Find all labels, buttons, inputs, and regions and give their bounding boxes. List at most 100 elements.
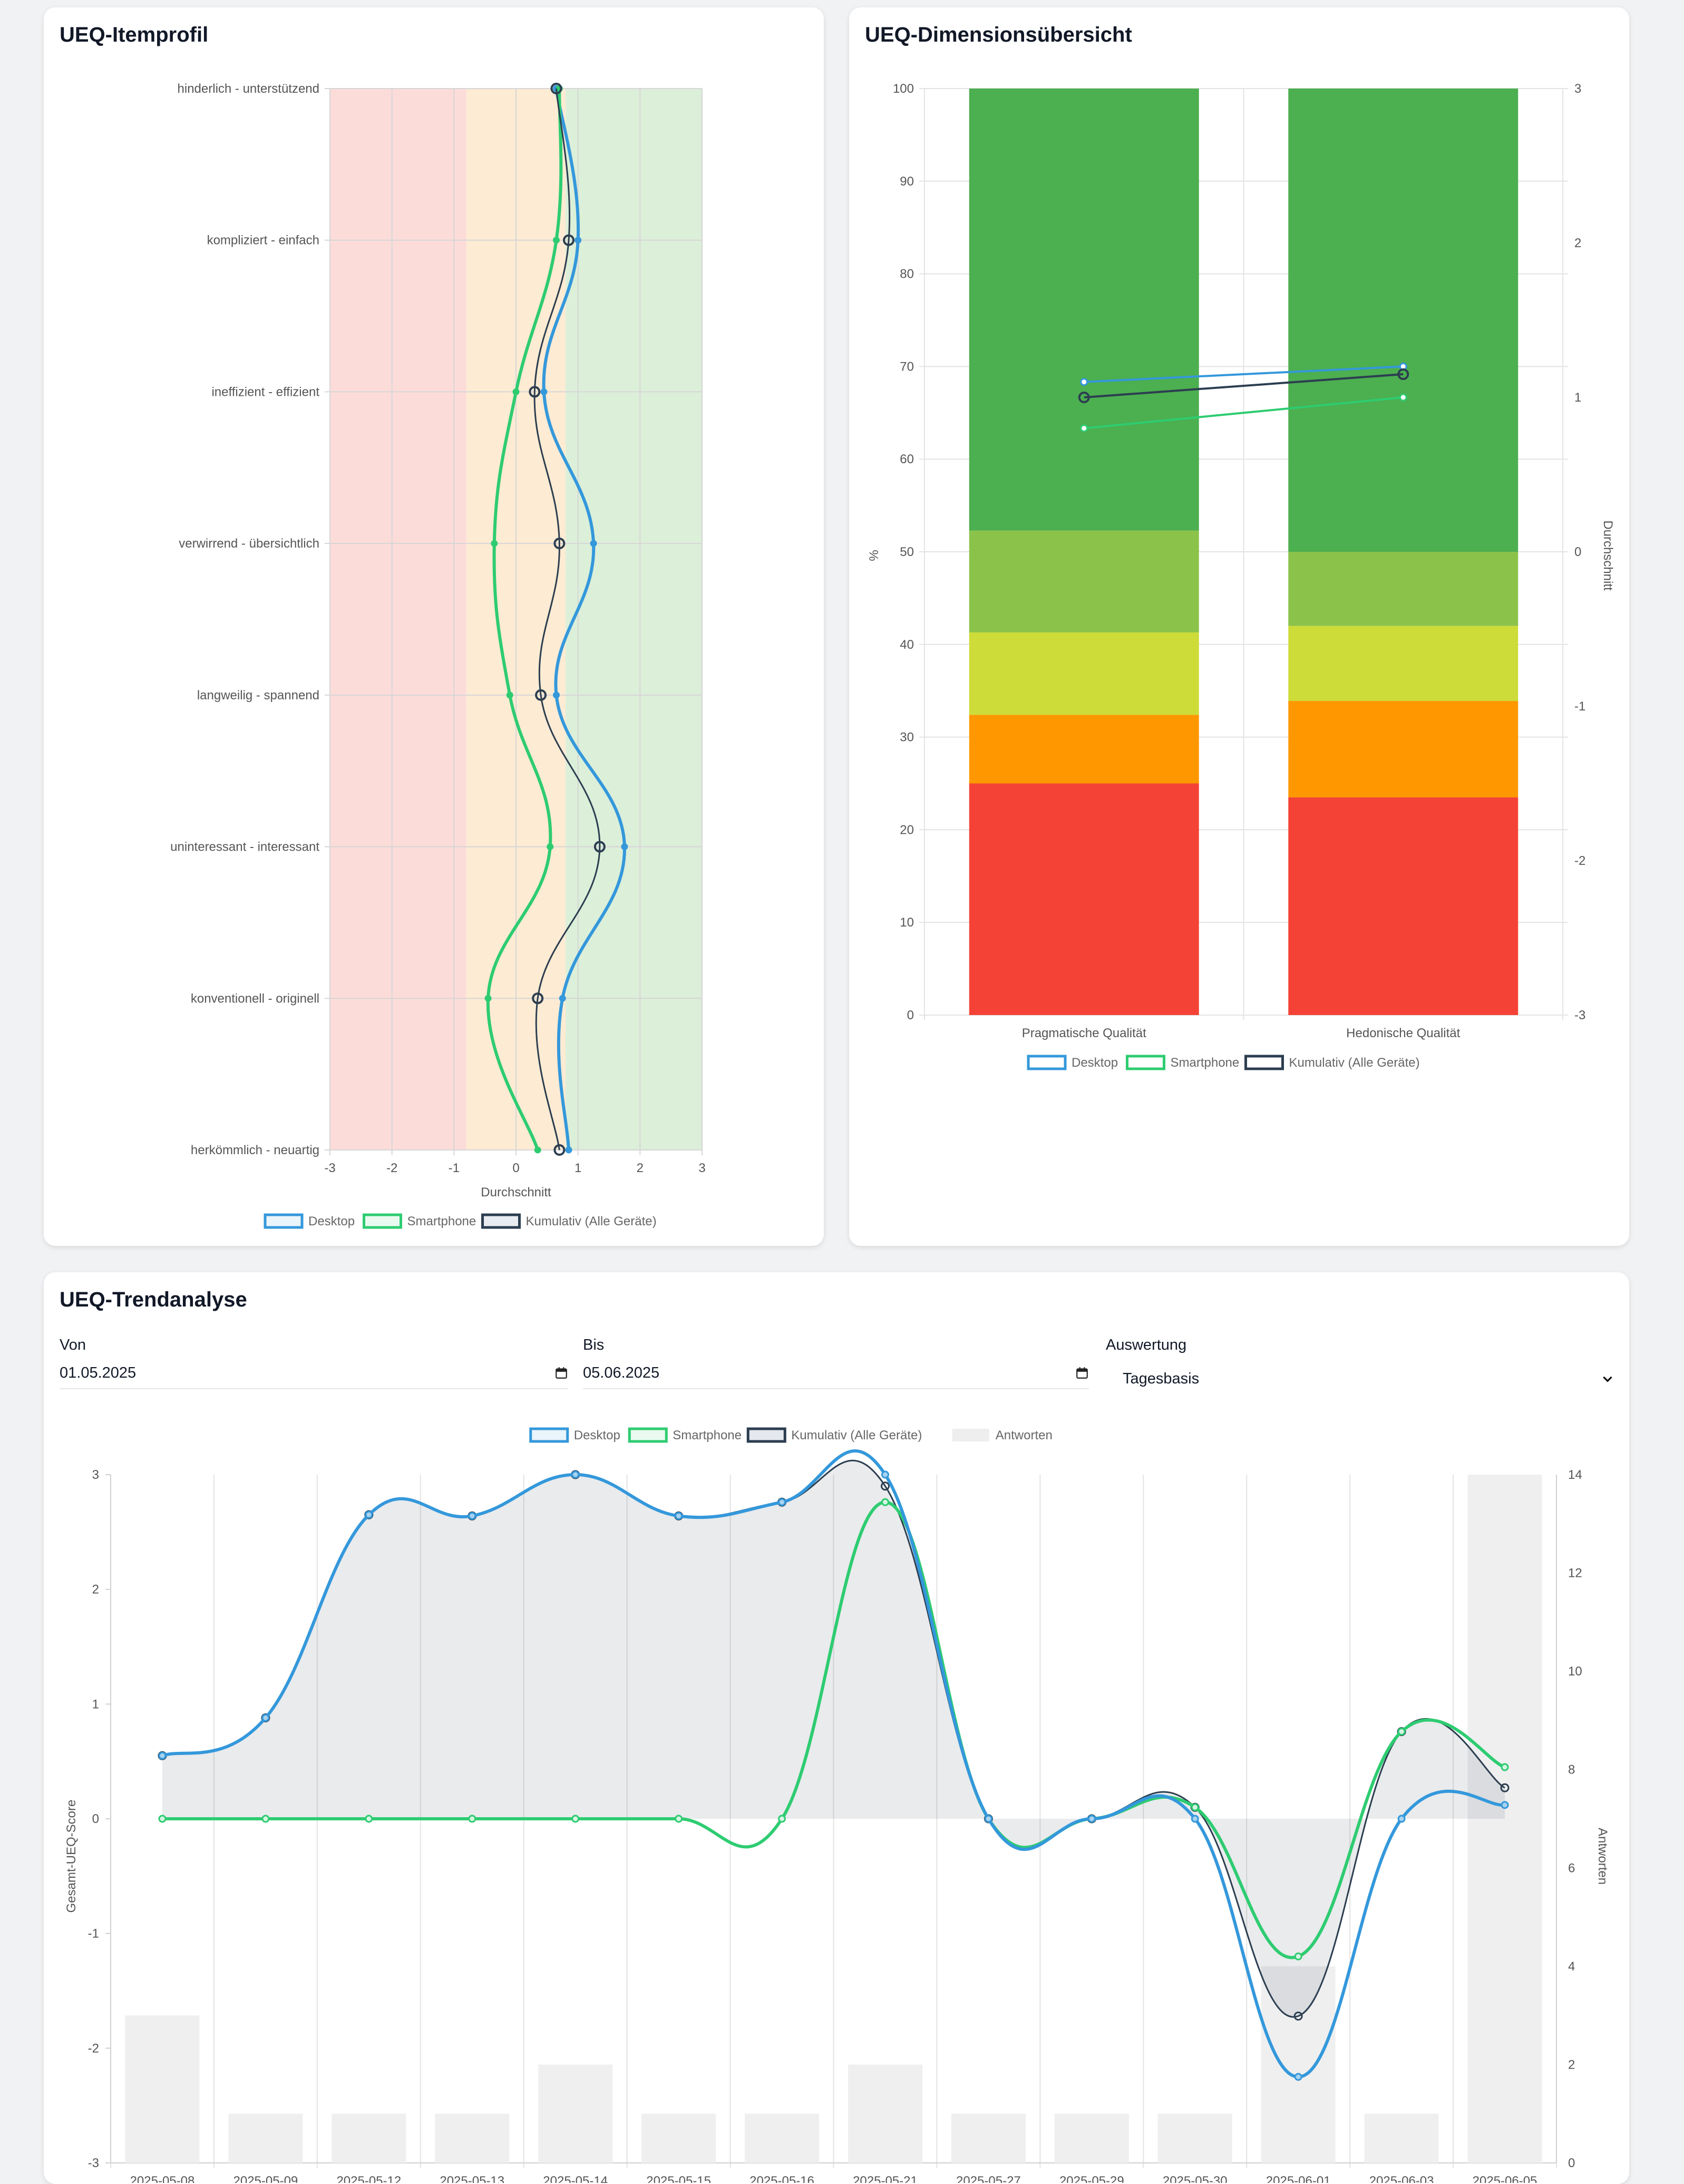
data-point (881, 1498, 889, 1506)
data-point (778, 1815, 786, 1823)
x-tick-label: -2 (386, 1161, 397, 1175)
x-tick-label: Pragmatische Qualität (1022, 1026, 1146, 1040)
cumulative-area (162, 1460, 1505, 2017)
dimension-title: UEQ-Dimensionsübersicht (865, 23, 1132, 46)
series-line-0 (1084, 365, 1404, 383)
series-line-0 (542, 88, 626, 1150)
y-tick-label: kompliziert - einfach (207, 233, 319, 248)
y-tick-label: -2 (88, 2041, 99, 2055)
item-profile-chart: hinderlich - unterstützend kompliziert - … (170, 82, 706, 1229)
item-profile-title: UEQ-Itemprofil (60, 23, 209, 46)
legend-label: Desktop (308, 1214, 355, 1228)
x-tick-label: Hedonische Qualität (1346, 1026, 1460, 1040)
stacked-bar-segment (1288, 797, 1518, 1015)
chevron-down-icon (1603, 1376, 1612, 1382)
data-point (1078, 392, 1090, 403)
y2-tick-label: 12 (1568, 1566, 1582, 1581)
legend-item-desktop: Desktop (529, 1427, 620, 1443)
y2-tick-label: 1 (1574, 391, 1581, 405)
legend-item-answers: Antworten (952, 1428, 1053, 1442)
to-label: Bis (583, 1337, 605, 1353)
from-date-input[interactable]: 01.05.2025 (60, 1358, 568, 1389)
answers-bar (641, 2113, 716, 2163)
legend-swatch (529, 1427, 569, 1443)
trend-ylabel: Gesamt-UEQ-Score (64, 1800, 79, 1913)
y2-tick-label: 4 (1568, 1959, 1575, 1974)
y-tick-label: 70 (900, 359, 914, 374)
legend-label: Desktop (1072, 1056, 1118, 1070)
stacked-bar-segment (1288, 89, 1518, 552)
stacked-bar-segment (1288, 552, 1518, 626)
y2-tick-label: 6 (1568, 1861, 1575, 1875)
legend-item-s0: Desktop (1027, 1055, 1118, 1070)
stacked-bar-segment (969, 783, 1199, 1015)
x-tick-label: -1 (449, 1161, 460, 1175)
legend-label: Kumulativ (Alle Geräte) (791, 1428, 922, 1442)
legend-swatch (481, 1213, 521, 1229)
to-date-input[interactable]: 05.06.2025 (583, 1358, 1089, 1389)
from-date-value: 01.05.2025 (60, 1364, 137, 1381)
data-point (261, 1713, 270, 1722)
trend-y2label: Antworten (1595, 1828, 1610, 1885)
data-point (1397, 1728, 1406, 1736)
trend-card: UEQ-Trendanalyse Von 01.05.2025 Bis 05.0… (44, 1272, 1629, 2184)
x-tick-label: 2025-05-08 (130, 2174, 195, 2183)
mode-label: Auswertung (1106, 1337, 1187, 1353)
data-point (512, 388, 520, 395)
y-tick-label: konventionell - originell (191, 991, 319, 1006)
series-line-1 (1084, 396, 1404, 430)
data-point (571, 1470, 580, 1479)
y-tick-label: 0 (92, 1812, 99, 1826)
data-point (491, 540, 498, 547)
y2-tick-label: 2 (1574, 236, 1581, 250)
calendar-icon[interactable] (554, 1366, 568, 1380)
y-tick-label: 80 (900, 267, 914, 281)
data-point (1293, 2011, 1303, 2021)
stacked-bar-segment (969, 530, 1199, 632)
to-date-value: 05.06.2025 (583, 1364, 660, 1381)
y-tick-label: uninteressant - interessant (170, 840, 319, 854)
y-tick-label: 40 (900, 638, 914, 652)
band-bad (330, 89, 466, 1150)
y2-tick-label: -2 (1574, 854, 1585, 868)
x-tick-label: 2025-05-30 (1163, 2174, 1228, 2183)
data-point (552, 237, 560, 244)
legend-item-s2: Kumulativ (Alle Geräte) (481, 1213, 657, 1229)
data-point (1080, 378, 1088, 386)
data-point (540, 388, 548, 395)
x-tick-label: 2 (637, 1161, 644, 1175)
y-tick-label: 2 (92, 1583, 99, 1597)
data-point (1191, 1815, 1199, 1823)
data-point (881, 1470, 889, 1479)
data-point (535, 689, 547, 701)
y-tick-label: -3 (88, 2156, 99, 2170)
data-point (563, 234, 575, 246)
y-tick-label: 30 (900, 730, 914, 745)
data-point (365, 1510, 373, 1519)
data-point (1191, 1803, 1199, 1811)
legend-swatch (264, 1213, 304, 1229)
data-point (553, 1144, 566, 1156)
dimension-card: UEQ-Dimensionsübersicht 0 10 20 30 40 50 60 70 8… (849, 7, 1629, 1246)
calendar-icon[interactable] (1075, 1366, 1089, 1380)
legend-label: Smartphone (407, 1214, 476, 1228)
legend-label: Smartphone (673, 1428, 742, 1442)
legend-swatch (1244, 1055, 1284, 1070)
y-tick-label: verwirrend - übersichtlich (179, 537, 319, 551)
data-point (552, 691, 560, 699)
legend-item-s1: Smartphone (363, 1213, 476, 1229)
x-tick-label: 2025-05-09 (233, 2174, 298, 2183)
y2-tick-label: 0 (1568, 2156, 1575, 2170)
y2-tick-label: 14 (1568, 1468, 1582, 1482)
data-point (621, 843, 628, 851)
legend-swatch (1027, 1055, 1067, 1070)
legend-label: Antworten (996, 1428, 1053, 1442)
from-label: Von (60, 1337, 86, 1353)
answers-bar (332, 2113, 406, 2163)
trend-title: UEQ-Trendanalyse (60, 1288, 247, 1311)
stacked-bar-segment (969, 89, 1199, 531)
mode-select[interactable]: Tagesbasis (1106, 1363, 1614, 1395)
data-point (1500, 1783, 1510, 1792)
stacked-bar-segment (969, 715, 1199, 784)
